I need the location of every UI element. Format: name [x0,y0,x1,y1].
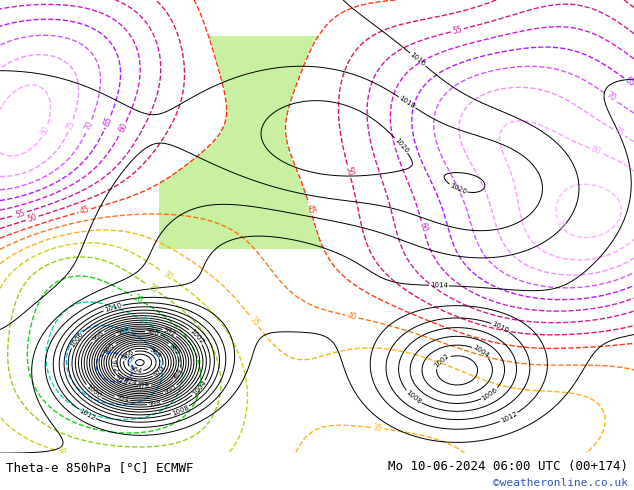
Text: 40: 40 [346,311,358,322]
Text: 988: 988 [115,327,131,337]
Text: 1014: 1014 [430,282,448,289]
Text: 994: 994 [115,394,129,403]
Text: 1012: 1012 [500,411,518,424]
Text: ©weatheronline.co.uk: ©weatheronline.co.uk [493,478,628,489]
Text: 85: 85 [553,218,566,231]
Text: 80: 80 [590,145,602,157]
Text: 25: 25 [146,282,159,294]
Text: 966: 966 [121,348,135,361]
Text: 50: 50 [344,166,354,177]
Text: 15: 15 [138,315,151,327]
Text: 982: 982 [167,342,180,356]
Text: 1002: 1002 [188,328,204,345]
Text: 1020: 1020 [449,183,467,196]
Text: 1010: 1010 [491,320,510,334]
Text: Mo 10-06-2024 06:00 UTC (00+174): Mo 10-06-2024 06:00 UTC (00+174) [387,460,628,473]
Text: 75: 75 [612,126,626,139]
Text: 70: 70 [83,120,95,132]
Text: 998: 998 [148,399,162,408]
Text: 1008: 1008 [171,404,190,416]
Text: 1004: 1004 [191,380,207,397]
Text: 60: 60 [117,122,129,134]
Text: 1006: 1006 [68,330,84,349]
Text: 55: 55 [451,25,463,36]
Text: Theta-e 850hPa [°C] ECMWF: Theta-e 850hPa [°C] ECMWF [6,462,194,474]
Text: 1008: 1008 [404,389,422,405]
Text: 35: 35 [248,315,261,328]
Text: 65: 65 [102,115,114,128]
Text: 35: 35 [372,423,383,433]
Text: 45: 45 [79,205,91,217]
Text: 1016: 1016 [409,51,427,68]
Text: 1004: 1004 [472,344,490,359]
Text: 986: 986 [145,328,160,337]
Text: 55: 55 [15,208,26,220]
Text: 976: 976 [114,375,129,386]
Text: 50: 50 [26,213,38,224]
Text: 5: 5 [124,356,134,366]
Text: 70: 70 [604,91,617,103]
Text: 1012: 1012 [78,407,96,421]
Text: 1010: 1010 [103,302,122,313]
Text: 80: 80 [39,124,51,137]
Text: 1002: 1002 [433,353,450,369]
Text: 45: 45 [305,203,316,215]
Text: 30: 30 [161,269,174,282]
Text: 30: 30 [56,446,68,457]
Text: 996: 996 [91,330,105,343]
Text: 972: 972 [110,359,119,373]
Text: 75: 75 [65,120,77,132]
Text: 968: 968 [148,346,162,360]
Text: 984: 984 [171,367,184,382]
Text: 990: 990 [163,384,178,395]
Text: 970: 970 [152,365,165,379]
Text: 20: 20 [131,293,145,305]
Text: 1000: 1000 [84,384,102,400]
Text: 974: 974 [124,377,138,387]
Text: 10: 10 [119,324,132,337]
Text: 964: 964 [129,366,143,375]
Text: 1020: 1020 [393,137,410,154]
Text: 1006: 1006 [481,387,499,402]
Text: 980: 980 [103,342,117,356]
Text: 1018: 1018 [398,95,417,110]
Text: 65: 65 [623,75,634,89]
Text: 992: 992 [162,327,177,338]
Text: 60: 60 [417,221,429,233]
Text: 978: 978 [136,383,150,390]
